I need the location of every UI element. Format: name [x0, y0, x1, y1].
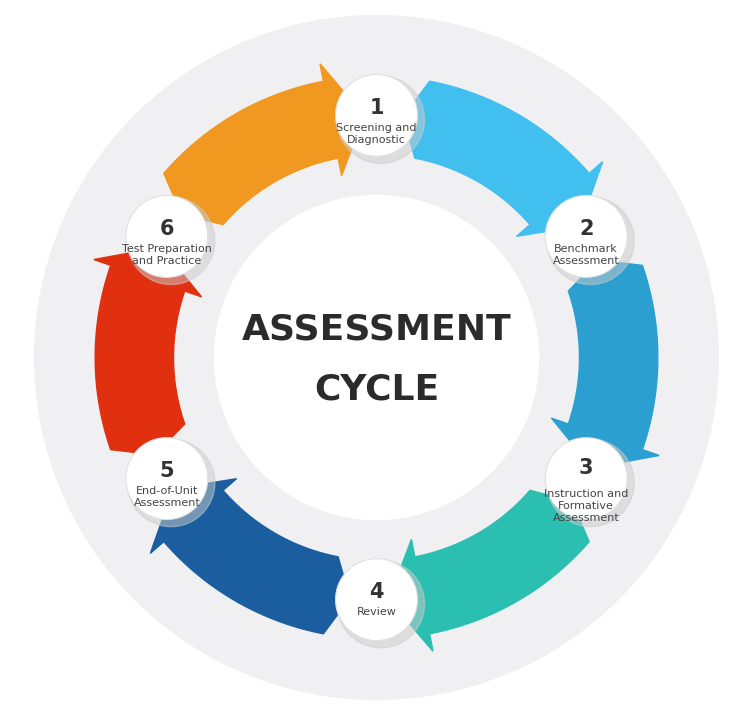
Circle shape: [336, 558, 417, 641]
Text: 5: 5: [160, 460, 174, 480]
Text: Screening and
Diagnostic: Screening and Diagnostic: [337, 123, 416, 145]
Circle shape: [547, 197, 634, 285]
Polygon shape: [151, 479, 350, 633]
Text: Test Preparation
and Practice: Test Preparation and Practice: [122, 245, 212, 266]
Text: ASSESSMENT: ASSESSMENT: [242, 312, 511, 346]
Circle shape: [337, 76, 425, 164]
Polygon shape: [389, 490, 589, 651]
Circle shape: [336, 74, 417, 157]
Text: End-of-Unit
Assessment: End-of-Unit Assessment: [133, 486, 200, 508]
Circle shape: [545, 438, 627, 520]
Circle shape: [337, 560, 425, 648]
Text: 6: 6: [160, 219, 174, 239]
Text: Review: Review: [357, 608, 396, 618]
Circle shape: [35, 16, 718, 699]
Text: 1: 1: [369, 97, 384, 117]
Circle shape: [126, 438, 208, 520]
Text: 2: 2: [579, 219, 593, 239]
Text: Benchmark
Assessment: Benchmark Assessment: [553, 245, 620, 266]
Circle shape: [127, 197, 215, 285]
Polygon shape: [164, 64, 364, 225]
Circle shape: [545, 195, 627, 277]
Text: 4: 4: [369, 582, 384, 602]
Circle shape: [215, 195, 538, 520]
Circle shape: [547, 439, 634, 527]
Polygon shape: [551, 260, 659, 468]
Polygon shape: [403, 82, 602, 236]
Polygon shape: [94, 247, 202, 455]
Circle shape: [127, 439, 215, 527]
Circle shape: [126, 195, 208, 277]
Text: 3: 3: [579, 458, 593, 478]
Text: CYCLE: CYCLE: [314, 373, 439, 407]
Text: Instruction and
Formative
Assessment: Instruction and Formative Assessment: [544, 489, 629, 523]
